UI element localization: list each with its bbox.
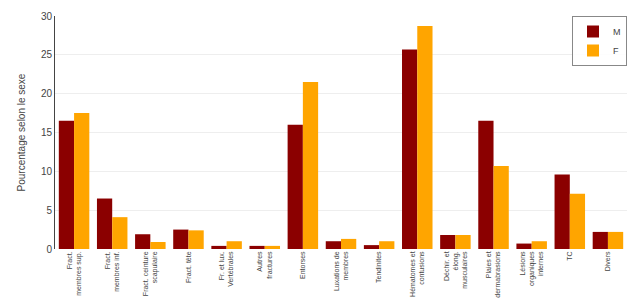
- svg-text:Autresfractures: Autresfractures: [256, 251, 272, 279]
- svg-text:Déchir. etélong.musculaires: Déchir. etélong.musculaires: [443, 251, 468, 289]
- svg-text:Tendinites: Tendinites: [375, 251, 382, 283]
- svg-text:Divers: Divers: [604, 251, 611, 271]
- svg-text:Fract.membres inf.: Fract.membres inf.: [104, 251, 120, 292]
- svg-text:Fract.membres sup.: Fract.membres sup.: [66, 251, 83, 295]
- svg-text:25: 25: [41, 49, 53, 60]
- svg-text:Hématomes etcontusions: Hématomes etcontusions: [409, 251, 425, 297]
- svg-text:15: 15: [41, 127, 53, 138]
- svg-text:Lésionsorganiquesinternes: Lésionsorganiquesinternes: [519, 251, 544, 286]
- svg-text:Entorses: Entorses: [299, 251, 306, 279]
- svg-text:0: 0: [46, 244, 52, 255]
- svg-text:TC: TC: [566, 251, 573, 260]
- svg-text:5: 5: [46, 205, 52, 216]
- svg-text:10: 10: [41, 166, 53, 177]
- svg-text:M: M: [613, 27, 621, 37]
- svg-text:Plaies etdermabrasions: Plaies etdermabrasions: [485, 251, 501, 298]
- svg-text:20: 20: [41, 88, 53, 99]
- svg-text:30: 30: [41, 11, 53, 22]
- svg-text:Fract. tête: Fract. tête: [185, 251, 192, 283]
- svg-text:Fract. ceinturescapulaire: Fract. ceinturescapulaire: [142, 251, 159, 296]
- svg-text:F: F: [613, 46, 619, 56]
- svg-text:Pourcentage selon le sexe: Pourcentage selon le sexe: [16, 73, 27, 191]
- svg-text:Luxations demembres: Luxations demembres: [333, 251, 349, 291]
- svg-text:Fr. et lux.Vertébrales: Fr. et lux.Vertébrales: [218, 251, 234, 287]
